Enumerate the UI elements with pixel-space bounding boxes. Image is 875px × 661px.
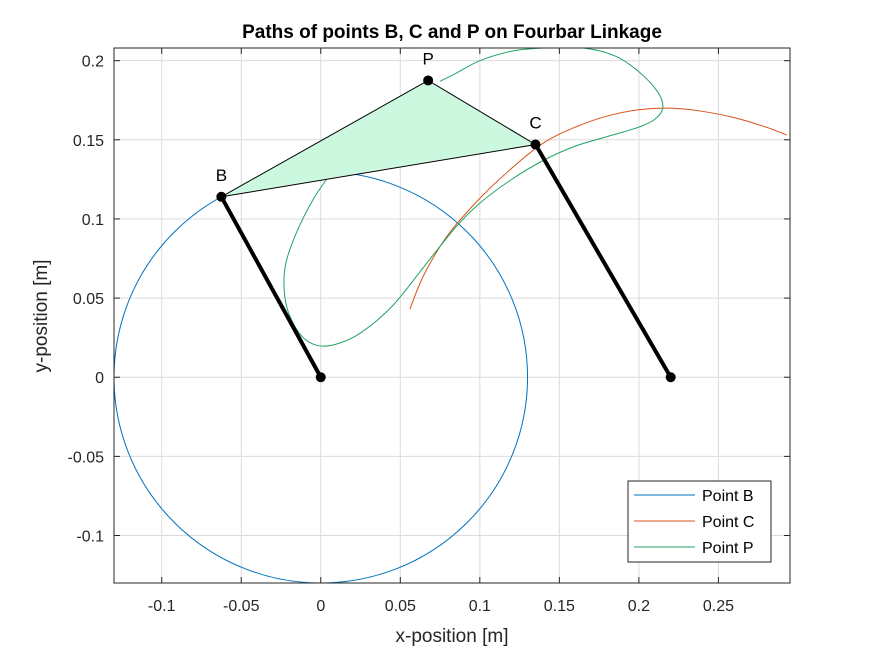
joint-c bbox=[530, 139, 541, 150]
joint-d bbox=[665, 372, 676, 383]
coupler-triangle bbox=[221, 79, 537, 198]
chart-title: Paths of points B, C and P on Fourbar Li… bbox=[242, 22, 662, 43]
x-tick-label: 0.25 bbox=[703, 598, 734, 615]
y-tick-label: 0.2 bbox=[82, 54, 104, 71]
y-tick-label: 0 bbox=[95, 370, 104, 387]
x-tick-label: 0 bbox=[316, 598, 325, 615]
joint-a bbox=[315, 372, 326, 383]
x-tick-label: -0.05 bbox=[223, 598, 260, 615]
series-line-point-p bbox=[283, 48, 664, 347]
legend-label-point-b: Point B bbox=[702, 488, 754, 505]
legend-label-point-p: Point P bbox=[702, 540, 754, 557]
rocker-link bbox=[533, 143, 673, 379]
linkage-layer: B C P bbox=[216, 49, 676, 383]
series-line-point-c bbox=[409, 107, 787, 310]
x-tick-label: 0.05 bbox=[385, 598, 416, 615]
legend: Point B Point C Point P bbox=[627, 480, 772, 563]
x-tick-label: -0.1 bbox=[148, 598, 176, 615]
joint-label-p: P bbox=[422, 49, 433, 68]
joint-b bbox=[216, 191, 227, 202]
y-tick-label: 0.1 bbox=[82, 212, 104, 229]
x-tick-label: 0.15 bbox=[544, 598, 575, 615]
y-axis-label: y-position [m] bbox=[31, 260, 52, 373]
x-tick-label: 0.1 bbox=[469, 598, 491, 615]
x-tick-label: 0.2 bbox=[628, 598, 650, 615]
y-tick-label: 0.15 bbox=[73, 133, 104, 150]
joint-p bbox=[423, 75, 434, 86]
crank-link bbox=[219, 195, 323, 379]
x-axis-label: x-position [m] bbox=[396, 626, 509, 647]
axes-box bbox=[113, 47, 791, 584]
y-tick-label: -0.05 bbox=[68, 449, 105, 466]
legend-label-point-c: Point C bbox=[702, 514, 754, 531]
y-tick-label: -0.1 bbox=[76, 529, 104, 546]
ticks: -0.1 -0.05 0 0.05 0.1 0.15 0.2 0.25 0.2 0.15 0.1 0.… bbox=[68, 48, 790, 615]
joint-label-b: B bbox=[216, 166, 227, 185]
joint-label-c: C bbox=[529, 114, 541, 133]
y-tick-label: 0.05 bbox=[73, 291, 104, 308]
